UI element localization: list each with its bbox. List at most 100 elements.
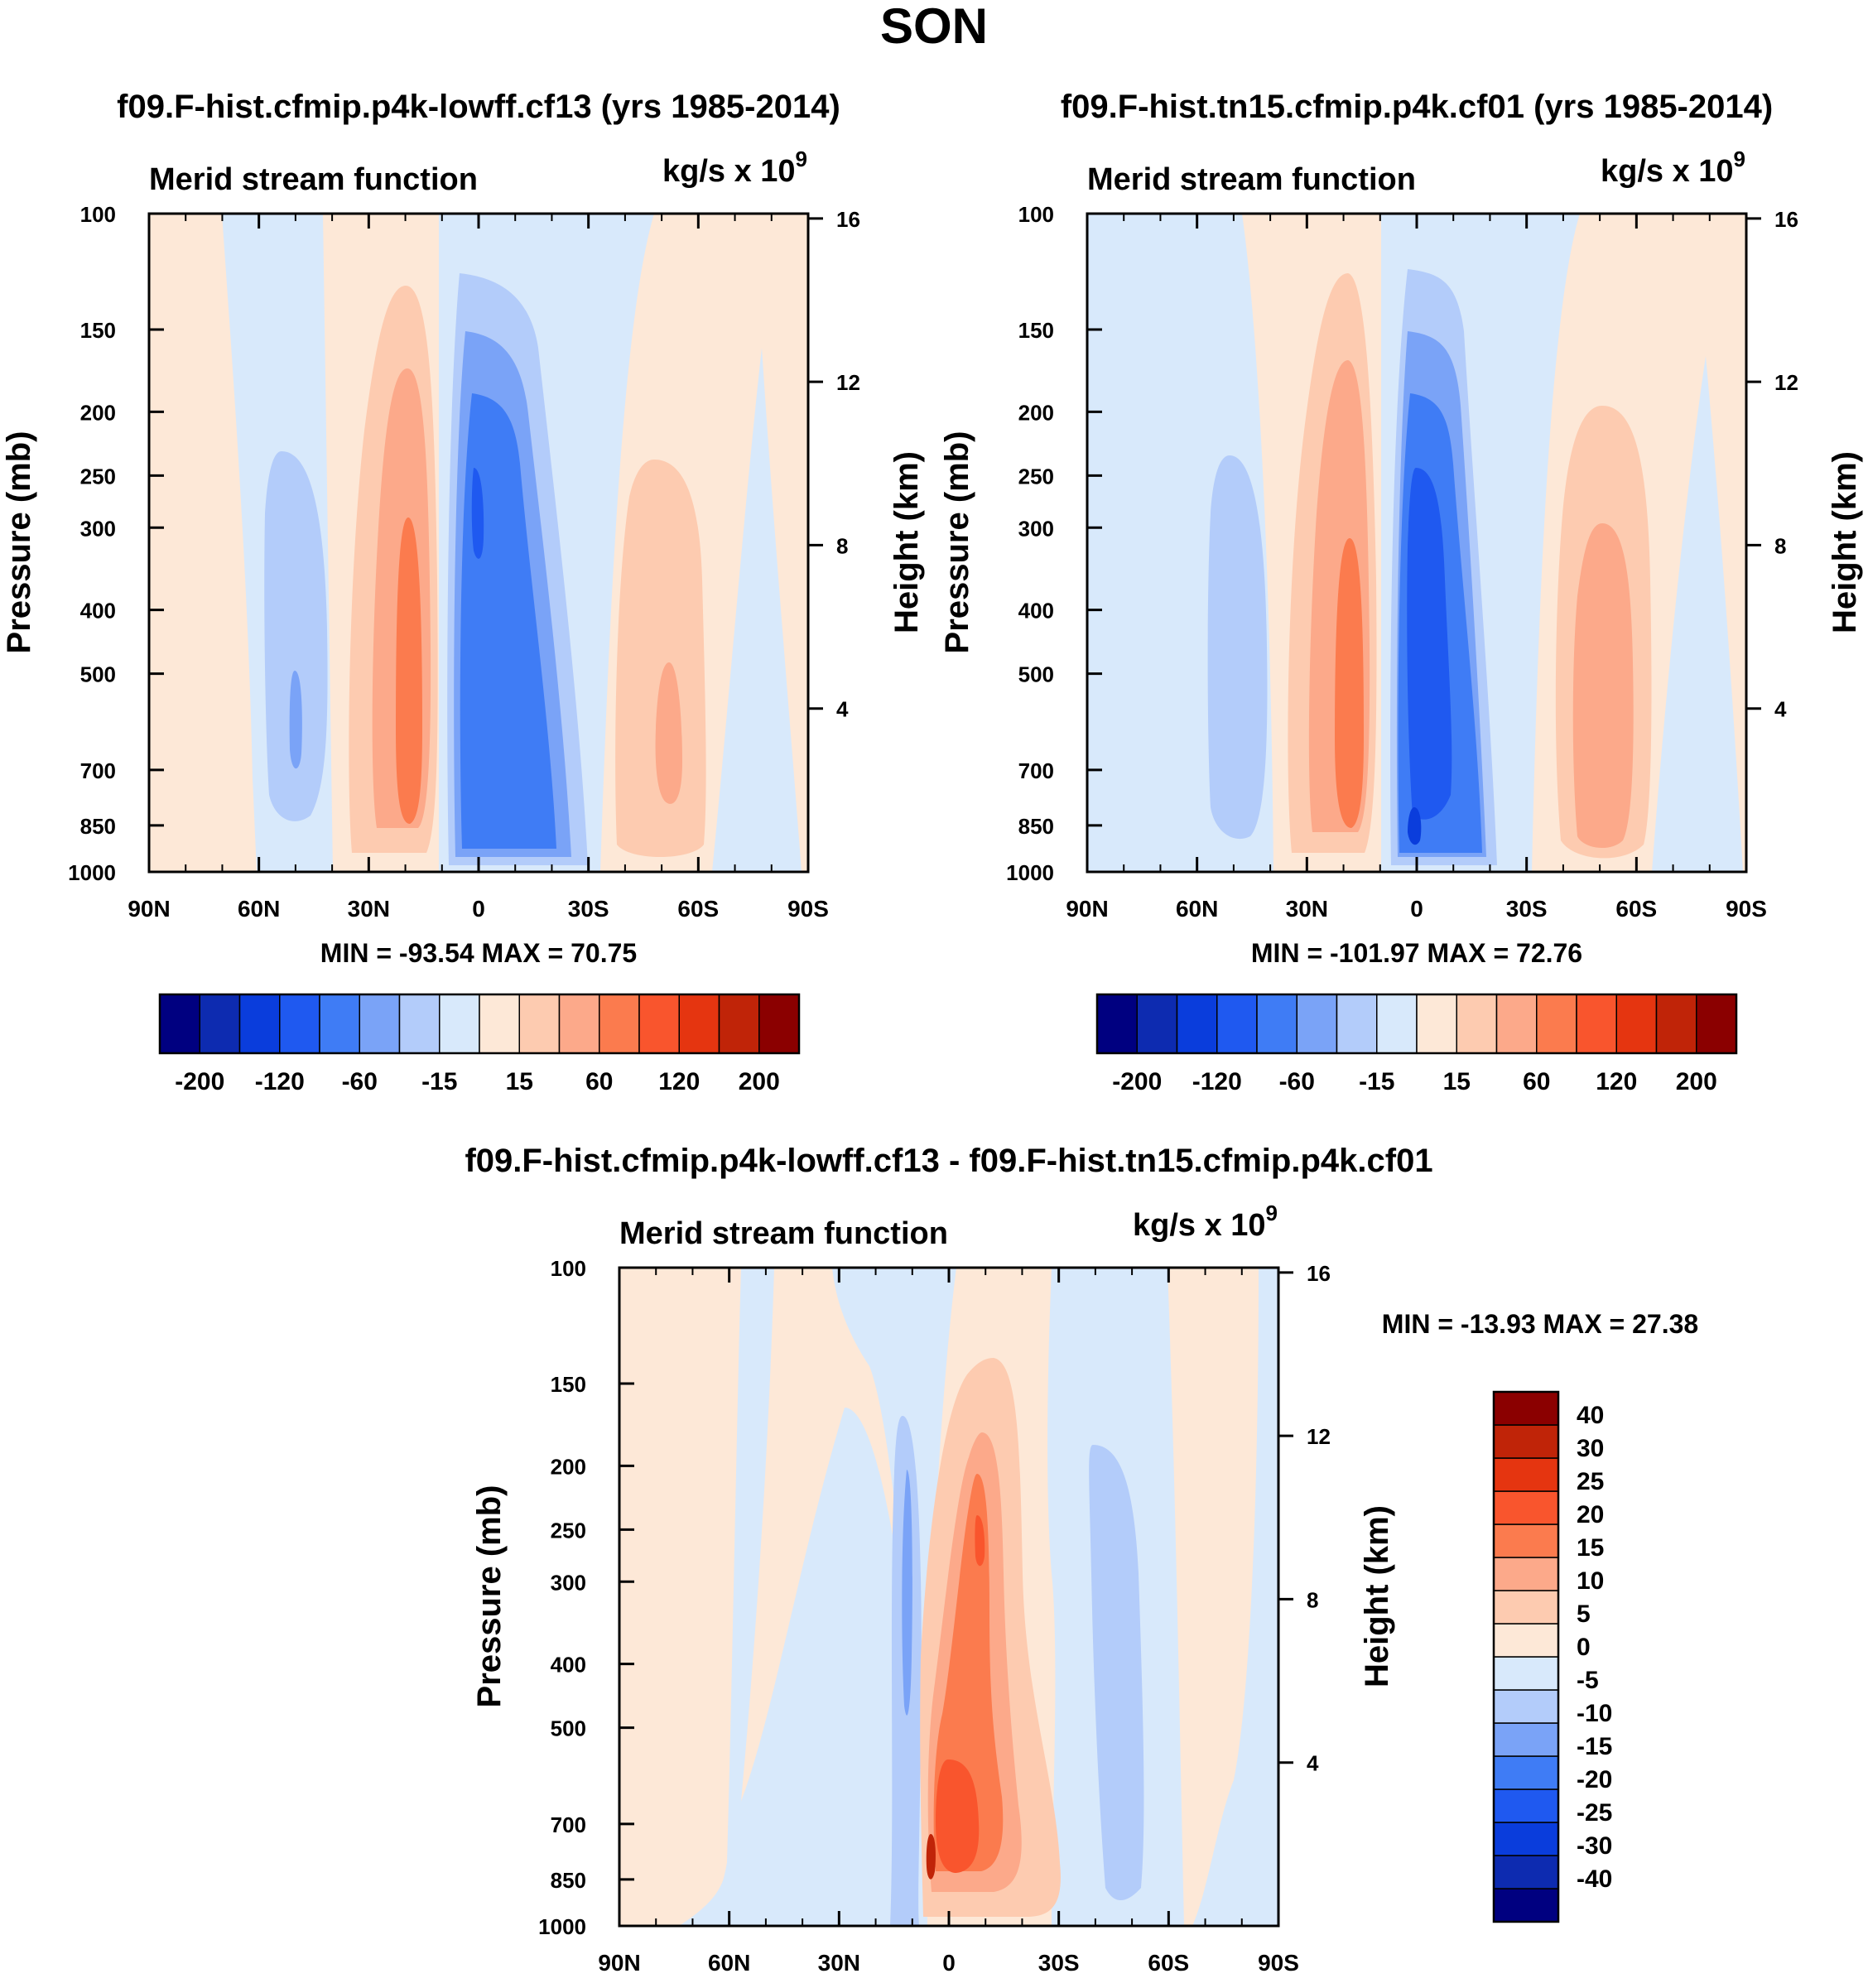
pressure-tick-label: 100 — [551, 1256, 586, 1281]
colorbar-swatch — [1655, 994, 1697, 1054]
lat-tick-label: 30S — [1506, 896, 1548, 922]
colorbar-swatch — [1493, 1523, 1559, 1558]
pressure-tick-label: 150 — [80, 318, 116, 343]
colorbar-label: -15 — [421, 1068, 457, 1095]
pressure-tick-label: 700 — [80, 758, 116, 783]
colorbar-swatch — [1136, 994, 1178, 1054]
pressure-tick-label: 1000 — [538, 1914, 586, 1939]
pressure-tick-label: 250 — [1018, 464, 1054, 489]
lat-tick-label: 60S — [677, 896, 719, 922]
colorbar-swatch — [1493, 1557, 1559, 1591]
lat-tick-label: 90N — [598, 1950, 640, 1976]
panel-a-title: f09.F-hist.cfmip.p4k-lowff.cf13 (yrs 198… — [117, 89, 840, 125]
pressure-tick-label: 1000 — [68, 860, 116, 885]
colorbar-swatch — [758, 994, 800, 1054]
colorbar-label: -20 — [1577, 1766, 1612, 1793]
colorbar-swatch — [238, 994, 281, 1054]
colorbar-swatch — [1376, 994, 1418, 1054]
pressure-tick-label: 850 — [551, 1868, 586, 1893]
pressure-tick-label: 100 — [80, 202, 116, 227]
height-tick-label: 8 — [1307, 1587, 1318, 1612]
colorbar-swatch — [678, 994, 720, 1054]
colorbar-label: 15 — [506, 1068, 533, 1095]
panel-c-left-string: Merid stream function — [619, 1216, 948, 1251]
colorbar-swatch — [479, 994, 520, 1054]
colorbar-swatch — [1493, 1457, 1559, 1492]
panel-a-left-string: Merid stream function — [149, 162, 478, 197]
pressure-tick-label: 300 — [551, 1570, 586, 1595]
colorbar-label: -60 — [1279, 1068, 1315, 1095]
pressure-tick-label: 150 — [1018, 318, 1054, 343]
colorbar-swatch — [1493, 1888, 1559, 1923]
pressure-tick-label: 500 — [80, 662, 116, 687]
colorbar-swatch — [1493, 1490, 1559, 1525]
colorbar-label: -5 — [1577, 1667, 1599, 1694]
pressure-tick-label: 100 — [1018, 202, 1054, 227]
lat-tick-label: 30N — [1286, 896, 1328, 922]
pressure-tick-label: 1000 — [1006, 860, 1054, 885]
pressure-tick-label: 850 — [1018, 814, 1054, 839]
height-tick-label: 16 — [836, 207, 860, 232]
colorbar-label: 25 — [1577, 1468, 1604, 1495]
panel-b-units: kg/s x 109 — [1601, 147, 1745, 189]
pressure-tick-label: 250 — [80, 464, 116, 489]
lat-tick-label: 30N — [818, 1950, 860, 1976]
colorbar-swatch — [1336, 994, 1378, 1054]
height-tick-label: 16 — [1307, 1261, 1331, 1286]
colorbar-swatch — [1495, 994, 1538, 1054]
colorbar-label: -60 — [342, 1068, 378, 1095]
panel-c-stats: MIN = -13.93 MAX = 27.38 — [1382, 1309, 1698, 1339]
height-tick-label: 4 — [1307, 1751, 1319, 1776]
colorbar-swatch — [558, 994, 600, 1054]
colorbar-swatch — [1493, 1623, 1559, 1658]
colorbar-c: 40 30 25 20 15 10 5 0 -5 -10 -15 -20 -25 -30 -40 — [1492, 1390, 1612, 1923]
lat-tick-label: 60N — [238, 896, 280, 922]
panel-c-contours — [619, 1268, 1278, 1926]
height-tick-label: 12 — [1307, 1424, 1331, 1449]
pressure-tick-label: 300 — [1018, 516, 1054, 541]
panel-b-axes: 100 150 200 250 300 400 500 700 850 1000 16 12 8 4 90N… — [1006, 202, 1798, 922]
colorbar-label: -40 — [1577, 1865, 1612, 1893]
colorbar-label: 0 — [1577, 1634, 1591, 1661]
lat-tick-label: 0 — [472, 896, 485, 922]
colorbar-label: 60 — [585, 1068, 613, 1095]
colorbar-swatch — [1256, 994, 1297, 1054]
lat-tick-label: 60S — [1148, 1950, 1189, 1976]
pressure-tick-label: 500 — [1018, 662, 1054, 687]
pressure-tick-label: 200 — [80, 400, 116, 425]
lat-tick-label: 30S — [1038, 1950, 1080, 1976]
colorbar-swatch — [1615, 994, 1658, 1054]
pressure-tick-label: 150 — [551, 1372, 586, 1397]
panel-a-contours — [149, 214, 808, 872]
colorbar-swatch — [1493, 1391, 1559, 1426]
colorbar-swatch — [1216, 994, 1258, 1054]
colorbar-swatch — [1416, 994, 1457, 1054]
colorbar-label: 5 — [1577, 1601, 1591, 1628]
lat-tick-label: 30S — [568, 896, 609, 922]
colorbar-swatch — [1493, 1424, 1559, 1459]
colorbar-label: -200 — [175, 1068, 224, 1095]
panel-b-ylabel: Pressure (mb) — [939, 431, 975, 654]
colorbar-label: 200 — [739, 1068, 780, 1095]
pressure-tick-label: 200 — [551, 1454, 586, 1479]
lat-tick-label: 90S — [1258, 1950, 1299, 1976]
panel-c-ylabel-right: Height (km) — [1359, 1505, 1395, 1687]
height-tick-label: 16 — [1774, 207, 1798, 232]
colorbar-frame — [1492, 1390, 1560, 1923]
colorbar-swatch — [1096, 994, 1138, 1054]
lat-tick-label: 60S — [1615, 896, 1657, 922]
colorbar-swatch — [159, 994, 200, 1054]
colorbar-swatch — [279, 994, 320, 1054]
colorbar-label: -15 — [1359, 1068, 1394, 1095]
lat-tick-label: 30N — [348, 896, 390, 922]
colorbar-label: 15 — [1443, 1068, 1471, 1095]
pressure-tick-label: 400 — [1018, 599, 1054, 623]
colorbar-swatch — [1176, 994, 1218, 1054]
colorbar-swatch — [1536, 994, 1577, 1054]
panel-a-units: kg/s x 109 — [662, 147, 807, 189]
panel-a: f09.F-hist.cfmip.p4k-lowff.cf13 (yrs 198… — [1, 89, 925, 968]
pressure-tick-label: 500 — [551, 1716, 586, 1741]
panel-a-ylabel-right: Height (km) — [888, 451, 925, 633]
panel-b-contours — [1087, 214, 1746, 872]
pressure-tick-label: 250 — [551, 1518, 586, 1543]
